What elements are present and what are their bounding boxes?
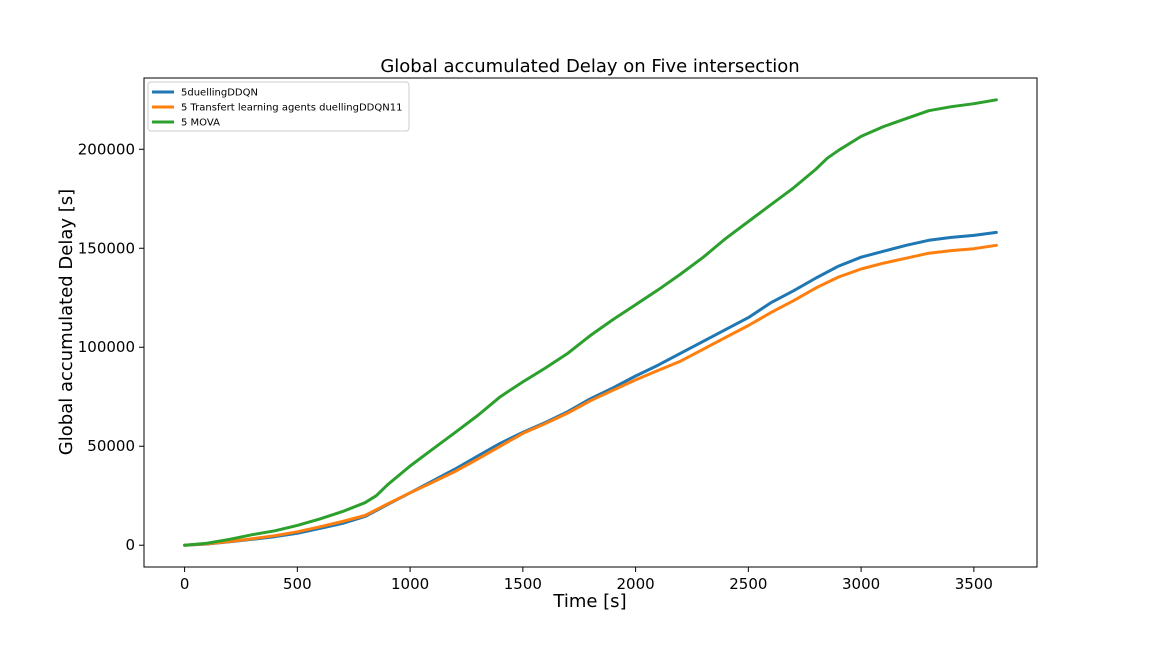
x-tick-label: 1000 (391, 575, 429, 593)
plot-area: 0 500 1000 1500 2000 2500 3000 3500 0 50000 100000… (78, 77, 1038, 593)
y-tick-label: 50000 (87, 437, 135, 455)
y-tick-label: 0 (125, 536, 135, 554)
chart-title: Global accumulated Delay on Five interse… (380, 56, 799, 77)
series-line-1 (183, 230, 998, 547)
legend-label-1: 5duellingDDQN (181, 88, 258, 99)
legend-box (147, 81, 410, 132)
x-tick-label: 500 (283, 575, 312, 593)
x-tick-label: 2000 (617, 575, 655, 593)
y-tick-label: 200000 (78, 140, 135, 158)
legend-label-2: 5 Transfert learning agents duellingDDQN… (181, 103, 402, 114)
series-line-3 (183, 98, 998, 547)
legend: 5duellingDDQN 5 Transfert learning agents… (147, 81, 410, 132)
x-tick-label: 3000 (842, 575, 880, 593)
y-tick-label: 100000 (78, 338, 135, 356)
x-tick-label: 2500 (729, 575, 767, 593)
y-tick-label: 150000 (78, 239, 135, 257)
x-axis-label: Time [s] (552, 591, 626, 612)
series-line-2 (183, 243, 998, 547)
x-tick-label: 3500 (955, 575, 993, 593)
y-axis-label: Global accumulated Delay [s] (56, 189, 77, 455)
x-tick-label: 1500 (504, 575, 542, 593)
legend-label-3: 5 MOVA (181, 118, 220, 129)
plot-frame (143, 77, 1038, 568)
x-tick-label: 0 (180, 575, 190, 593)
